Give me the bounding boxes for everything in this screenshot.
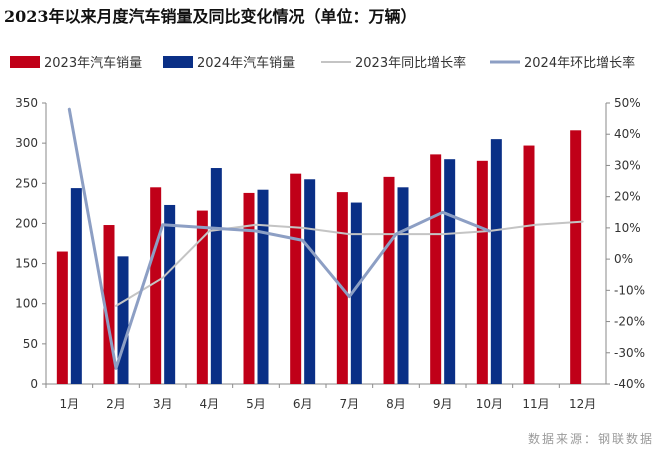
right-axis-tick-label: 0%: [614, 252, 633, 266]
bar-2023-11: [523, 145, 535, 384]
lines: [67, 107, 584, 370]
right-axis-tick-label: 40%: [614, 127, 641, 141]
x-axis-tick-label: 3月: [153, 397, 173, 411]
x-axis-tick-label: 12月: [569, 397, 596, 411]
left-axis-tick-label: 150: [15, 257, 38, 271]
bar-2024-6: [304, 179, 316, 384]
right-axis-tick-label: 20%: [614, 190, 641, 204]
left-axis-tick-label: 0: [30, 377, 38, 391]
legend: 2023年汽车销量 2024年汽车销量 2023年同比增长率 2024年环比增长率: [10, 55, 635, 71]
right-axis-tick-label: 10%: [614, 221, 641, 235]
bar-2024-5: [257, 189, 269, 384]
bar-2024-10: [490, 139, 502, 384]
x-axis-tick-label: 4月: [200, 397, 220, 411]
x-axis-tick-label: 8月: [386, 397, 406, 411]
left-axis-tick-label: 300: [15, 136, 38, 150]
legend-label: 2024年环比增长率: [524, 55, 635, 71]
bar-2024-7: [350, 202, 362, 384]
left-axis-tick-label: 50: [23, 337, 38, 351]
axes: 0 50 100 150 200 250 300 350 -40% -30% -20% -10% 0% 1…: [15, 96, 645, 411]
legend-swatch: [10, 56, 40, 68]
legend-item-3: 2023年同比增长率: [321, 55, 466, 71]
right-axis-tick-label: 50%: [614, 96, 641, 110]
right-axis-tick-label: -20%: [614, 315, 645, 329]
left-axis-tick-label: 350: [15, 96, 38, 110]
x-axis-tick-label: 5月: [246, 397, 266, 411]
bar-2023-1: [56, 251, 68, 384]
x-axis-tick-label: 11月: [522, 397, 549, 411]
left-axis-tick-label: 200: [15, 216, 38, 230]
bar-2023-2: [103, 225, 115, 384]
bar-2024-1: [70, 188, 82, 384]
bar-2023-12: [570, 130, 582, 384]
legend-label: 2023年汽车销量: [44, 55, 142, 71]
line-2024-mom-growth: [67, 107, 491, 370]
bar-2024-4: [210, 168, 222, 384]
bar-2024-3: [164, 204, 176, 384]
bar-2024-9: [444, 159, 456, 384]
data-source-note: 数据来源：钢联数据: [527, 432, 654, 446]
bar-2024-8: [397, 187, 409, 384]
legend-swatch: [163, 56, 193, 68]
x-axis-tick-label: 6月: [293, 397, 313, 411]
x-axis-tick-label: 7月: [340, 397, 360, 411]
bar-2023-3: [150, 187, 162, 384]
bar-2024-2: [117, 256, 129, 384]
x-axis-tick-label: 10月: [476, 397, 503, 411]
bar-2023-6: [290, 173, 302, 384]
legend-item-2: 2024年汽车销量: [163, 55, 295, 71]
x-axis-tick-label: 9月: [433, 397, 453, 411]
bar-2023-9: [430, 154, 442, 384]
legend-label: 2024年汽车销量: [197, 55, 295, 71]
right-axis-tick-label: -30%: [614, 346, 645, 360]
legend-item-1: 2023年汽车销量: [10, 55, 142, 71]
bars: [56, 130, 582, 384]
left-axis-tick-label: 250: [15, 176, 38, 190]
bar-2023-4: [196, 210, 208, 384]
legend-label: 2023年同比增长率: [355, 55, 466, 71]
x-axis-tick-label: 2月: [106, 397, 126, 411]
left-axis-tick-label: 100: [15, 297, 38, 311]
legend-item-4: 2024年环比增长率: [490, 55, 635, 71]
bar-2023-5: [243, 192, 255, 384]
right-axis-tick-label: -10%: [614, 283, 645, 297]
chart-title: 2023年以来月度汽车销量及同比变化情况（单位：万辆）: [4, 7, 417, 26]
right-axis-tick-label: 30%: [614, 158, 641, 172]
line-2023-yoy-growth: [115, 220, 584, 307]
bar-2023-10: [476, 160, 488, 384]
bar-2023-8: [383, 176, 395, 384]
x-axis-tick-label: 1月: [60, 397, 80, 411]
right-axis-tick-label: -40%: [614, 377, 645, 391]
